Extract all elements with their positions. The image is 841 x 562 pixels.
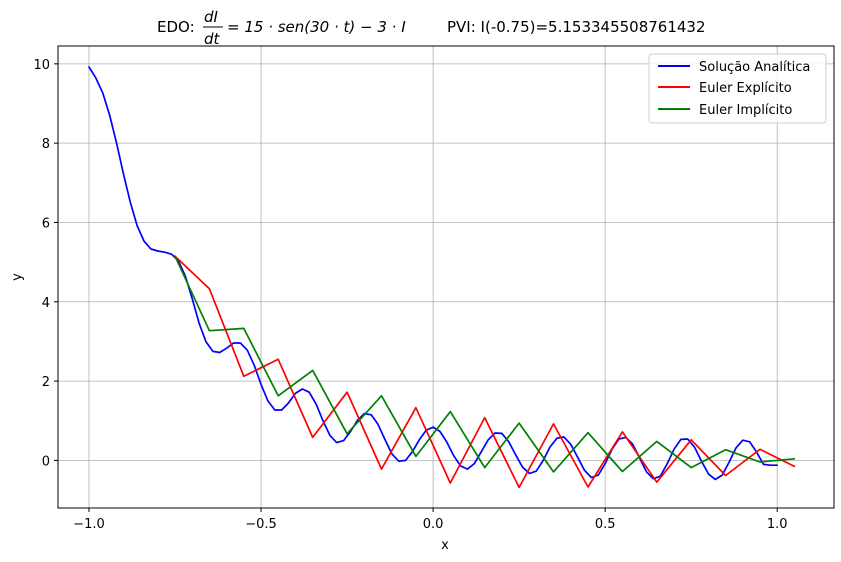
y-tick-label: 0 bbox=[42, 454, 50, 469]
ticks: −1.0 −0.5 0.0 0.5 1.0 0 2 4 6 8 10 bbox=[33, 58, 787, 532]
series-line-analytic bbox=[88, 66, 779, 481]
title-numerator: dI bbox=[204, 8, 219, 26]
y-tick-label: 8 bbox=[42, 137, 50, 152]
x-tick-label: −1.0 bbox=[73, 517, 105, 532]
plot-frame bbox=[57, 45, 835, 509]
title-prefix: EDO: bbox=[157, 18, 195, 36]
y-tick-label: 2 bbox=[42, 375, 50, 390]
legend-box bbox=[648, 53, 827, 124]
legend: Solução Analítica Euler Explícito Euler … bbox=[648, 53, 827, 124]
y-tick-label: 10 bbox=[33, 58, 50, 73]
series-line-explicit bbox=[174, 255, 796, 489]
chart-title: EDO: dI dt = 15 · sen(30 · t) − 3 · I PV… bbox=[157, 8, 706, 48]
title-equation: = 15 · sen(30 · t) − 3 · I bbox=[227, 18, 406, 36]
y-tick-label: 4 bbox=[42, 296, 50, 311]
x-axis-label: x bbox=[441, 538, 449, 553]
y-tick-label: 6 bbox=[42, 216, 50, 231]
x-tick-label: 0.0 bbox=[423, 517, 444, 532]
title-ivp: PVI: I(-0.75)=5.153345508761432 bbox=[447, 18, 706, 36]
legend-label-implicit: Euler Implícito bbox=[699, 103, 792, 118]
title-denominator: dt bbox=[204, 30, 221, 48]
legend-label-explicit: Euler Explícito bbox=[699, 81, 792, 96]
series-line-implicit bbox=[174, 255, 796, 473]
x-tick-label: 0.5 bbox=[595, 517, 616, 532]
legend-label-analytic: Solução Analítica bbox=[699, 60, 810, 75]
x-tick-label: 1.0 bbox=[767, 517, 788, 532]
y-axis-label: y bbox=[10, 273, 25, 281]
x-tick-label: −0.5 bbox=[245, 517, 277, 532]
series-layer bbox=[88, 66, 796, 489]
